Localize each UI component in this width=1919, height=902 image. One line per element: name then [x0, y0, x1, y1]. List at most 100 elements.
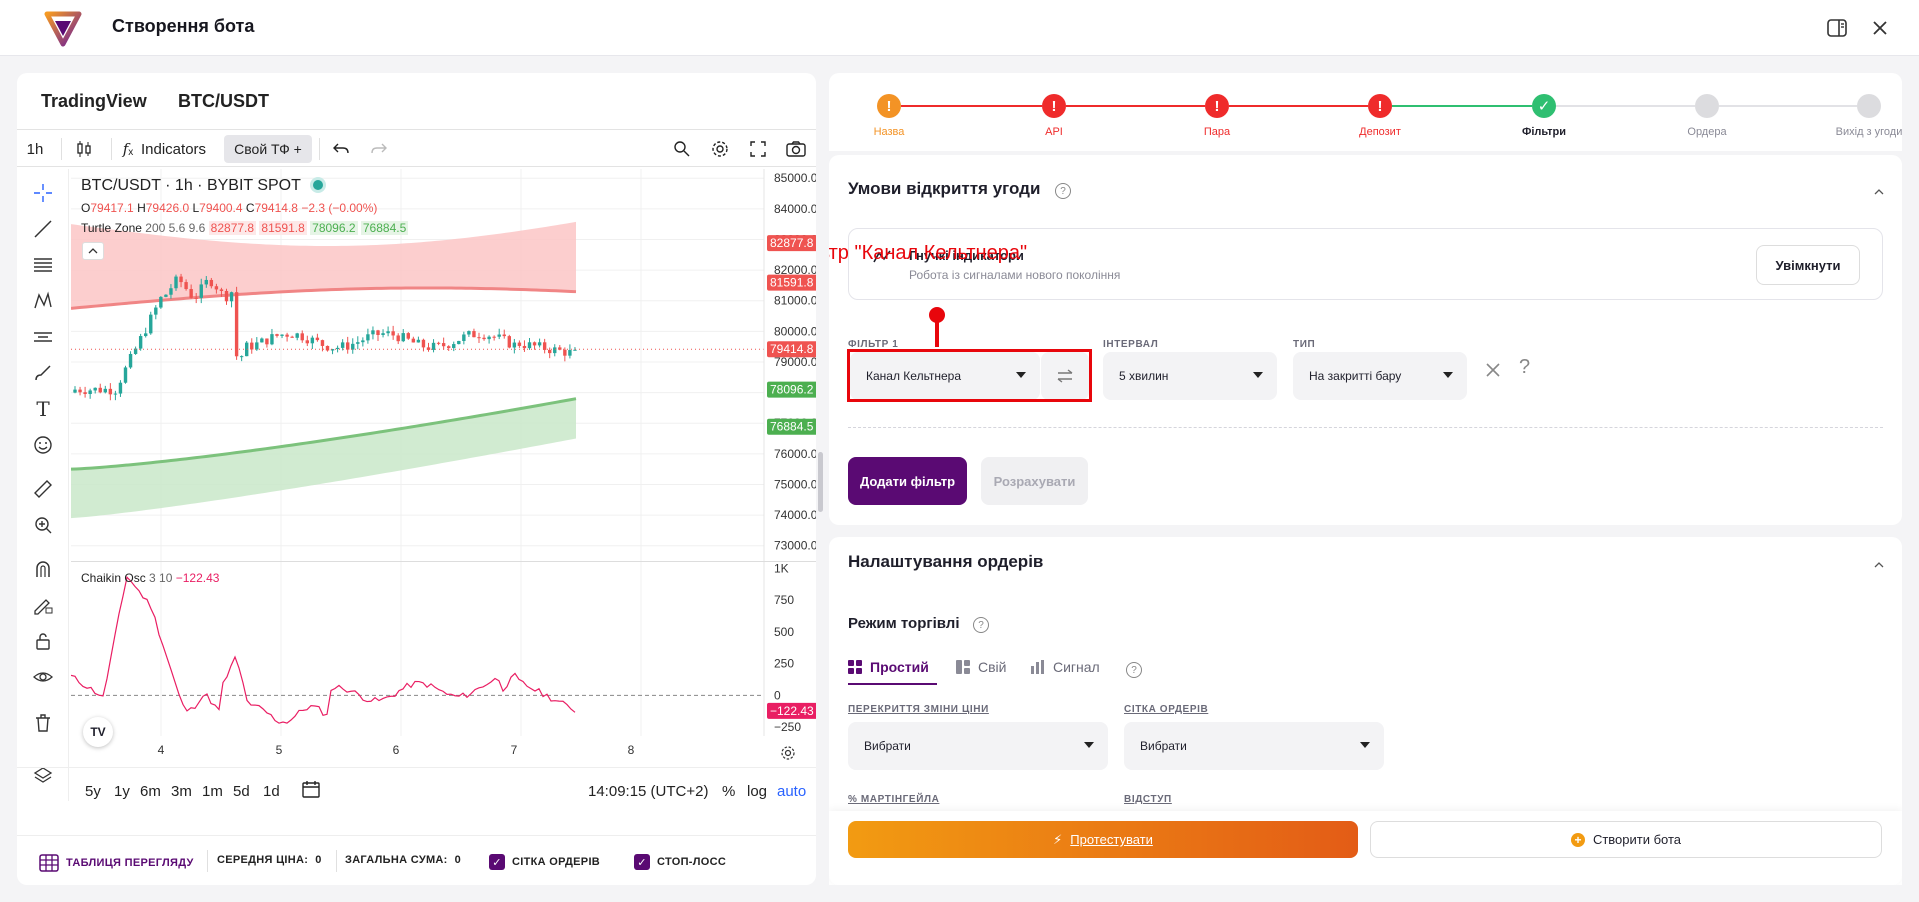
interval-button[interactable]: 1h: [26, 140, 44, 158]
step-5[interactable]: ✓ Фільтри: [1484, 73, 1604, 138]
log-scale-toggle[interactable]: log: [747, 783, 768, 800]
redo-icon[interactable]: [366, 135, 392, 163]
step-3[interactable]: ! Пара: [1157, 73, 1277, 138]
brush-icon[interactable]: [29, 359, 57, 387]
step-label: Вихід з угоди: [1835, 126, 1902, 138]
help-icon[interactable]: ?: [1126, 662, 1142, 678]
lock-icon[interactable]: [29, 627, 57, 655]
close-icon[interactable]: [1866, 14, 1894, 42]
tab-custom[interactable]: Свій: [956, 659, 1006, 675]
axis-settings-gear-icon[interactable]: [780, 745, 798, 763]
calculate-button[interactable]: Розрахувати: [981, 457, 1088, 505]
text-tool-icon[interactable]: T: [36, 397, 50, 421]
price-tick-label: 75000.0: [774, 477, 816, 491]
fib-lines-icon[interactable]: [29, 251, 57, 279]
camera-icon[interactable]: [783, 135, 809, 163]
candle-body: [361, 340, 365, 343]
custom-timeframe-button[interactable]: Свой ТФ +: [224, 135, 312, 163]
view-table-button[interactable]: ТАБЛИЦЯ ПЕРЕГЛЯДУ: [39, 854, 194, 872]
tab-signal[interactable]: Сигнал: [1031, 659, 1100, 675]
pattern-icon[interactable]: [29, 287, 57, 315]
step-6[interactable]: Ордера: [1647, 73, 1767, 138]
avg-price: СЕРЕДНЯ ЦІНА: 0: [217, 854, 322, 866]
range-5d[interactable]: 5d: [233, 783, 250, 800]
test-button[interactable]: ⚡ Протестувати: [848, 821, 1358, 858]
range-1m[interactable]: 1m: [202, 783, 223, 800]
candle-body: [548, 349, 552, 354]
help-icon[interactable]: ?: [973, 617, 989, 633]
price-chart[interactable]: 85000.084000.083000.082000.081000.080000…: [71, 169, 816, 561]
candle-body: [265, 338, 269, 345]
annotation-highlight-box: [847, 349, 1092, 402]
check-icon: ✓: [1532, 94, 1556, 118]
grid-orders-checkbox[interactable]: ✓ СІТКА ОРДЕРІВ: [489, 854, 600, 870]
caret-down-icon: [1443, 372, 1453, 378]
indicators-button[interactable]: Indicators: [141, 140, 207, 158]
emoji-icon[interactable]: [29, 431, 57, 459]
panel-resize-handle[interactable]: [818, 452, 823, 512]
grid-orders-label: СІТКА ОРДЕРІВ: [1124, 704, 1209, 715]
trash-icon[interactable]: [29, 709, 57, 737]
range-5y[interactable]: 5y: [85, 783, 101, 800]
chart-area[interactable]: T 85000.084000.083000.082000.081000.0800…: [17, 169, 816, 865]
tradingview-logo-icon[interactable]: TV: [83, 717, 113, 747]
collapse-legend-icon[interactable]: [82, 242, 104, 260]
candle-body: [411, 338, 416, 343]
auto-scale-toggle[interactable]: auto: [777, 783, 807, 800]
candle-body: [426, 347, 431, 350]
grid-orders-select[interactable]: Вибрати: [1124, 722, 1384, 770]
crosshair-icon[interactable]: [29, 179, 57, 207]
candles-icon[interactable]: [69, 135, 99, 163]
range-1d[interactable]: 1d: [263, 783, 280, 800]
chevron-up-icon[interactable]: [1873, 183, 1885, 201]
action-bar: ⚡ Протестувати + Створити бота: [829, 811, 1902, 885]
zoom-in-icon[interactable]: [29, 511, 57, 539]
magnet-icon[interactable]: [29, 555, 57, 583]
enable-button[interactable]: Увімкнути: [1756, 245, 1860, 285]
stepper-connector: [1556, 105, 1695, 107]
candle-body: [447, 346, 451, 348]
tab-simple[interactable]: Простий: [848, 659, 929, 675]
range-3m[interactable]: 3m: [171, 783, 192, 800]
chevron-up-icon[interactable]: [1873, 556, 1885, 574]
interval-select[interactable]: 5 хвилин: [1103, 352, 1277, 400]
step-2[interactable]: ! API: [994, 73, 1114, 138]
percent-scale-toggle[interactable]: %: [722, 783, 736, 800]
undo-icon[interactable]: [328, 135, 354, 163]
trend-line-icon[interactable]: [29, 215, 57, 243]
price-overlap-select[interactable]: Вибрати: [848, 722, 1108, 770]
settings-gear-icon[interactable]: [707, 135, 733, 163]
stop-loss-checkbox[interactable]: ✓ СТОП-ЛОСС: [634, 854, 726, 870]
eye-icon[interactable]: [29, 663, 57, 691]
create-bot-button[interactable]: + Створити бота: [1370, 821, 1882, 858]
ruler-icon[interactable]: [29, 475, 57, 503]
sidebar-toggle-icon[interactable]: [1823, 14, 1851, 42]
candle-body: [310, 337, 315, 344]
filter-help-icon[interactable]: ?: [1519, 356, 1531, 378]
swap-icon[interactable]: [1041, 352, 1089, 400]
range-6m[interactable]: 6m: [140, 783, 161, 800]
osc-tick-label: 250: [774, 657, 794, 671]
checkbox-checked-icon[interactable]: ✓: [634, 854, 650, 870]
step-4[interactable]: ! Депозит: [1320, 73, 1440, 138]
lock-pencil-icon[interactable]: [29, 591, 57, 619]
martingale-label: % МАРТІНГЕЙЛА: [848, 794, 940, 805]
type-select[interactable]: На закритті бару: [1293, 352, 1467, 400]
range-1y[interactable]: 1y: [114, 783, 130, 800]
help-icon[interactable]: ?: [1055, 183, 1071, 199]
remove-filter-icon[interactable]: [1485, 362, 1501, 383]
step-7[interactable]: Вихід з угоди: [1809, 73, 1902, 138]
filter-select[interactable]: Канал Кельтнера: [850, 352, 1040, 400]
add-filter-button[interactable]: Додати фільтр: [848, 457, 967, 505]
oscillator-chart[interactable]: 1K 750 500 250 0 −250 −122.43: [71, 562, 816, 736]
fullscreen-icon[interactable]: [745, 135, 771, 163]
forecast-icon[interactable]: [29, 323, 57, 351]
annotation-text: Обраний фільтр "Канал Кельтнера": [829, 242, 1028, 264]
layers-icon[interactable]: [29, 761, 57, 789]
calendar-icon[interactable]: [301, 780, 321, 802]
alert-search-icon[interactable]: [669, 135, 695, 163]
step-1[interactable]: ! Назва: [829, 73, 949, 138]
oscillator-line: [71, 576, 576, 724]
checkbox-checked-icon[interactable]: ✓: [489, 854, 505, 870]
